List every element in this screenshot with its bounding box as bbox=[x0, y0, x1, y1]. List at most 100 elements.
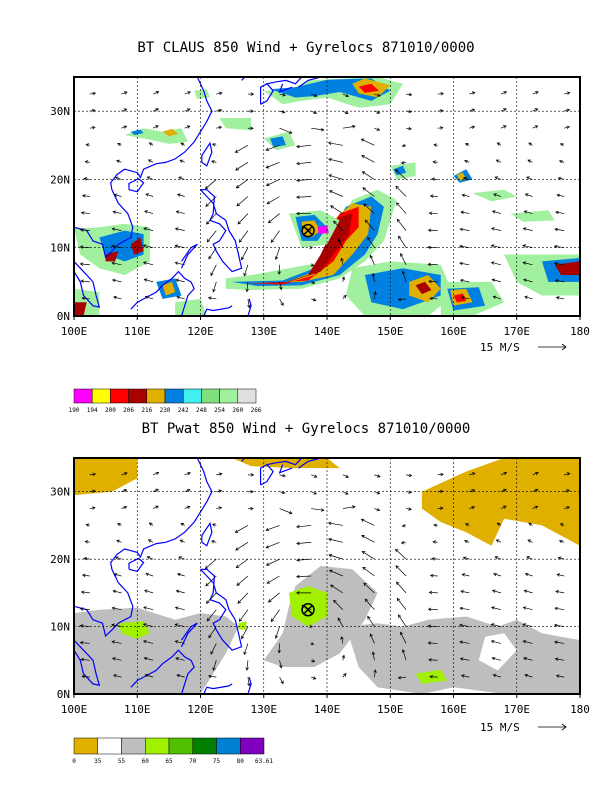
wind-vector bbox=[235, 525, 249, 533]
wind-vector bbox=[216, 109, 222, 112]
wind-vector-head bbox=[400, 252, 404, 257]
wind-vector bbox=[296, 144, 312, 148]
wind-vector bbox=[554, 228, 565, 231]
wind-vector bbox=[556, 574, 565, 577]
wind-vector bbox=[564, 472, 570, 476]
wind-vector-head bbox=[235, 185, 240, 189]
wind-vector bbox=[493, 573, 502, 577]
wind-vector bbox=[275, 626, 280, 639]
wind-vector-head bbox=[212, 288, 216, 293]
wind-vector-head bbox=[429, 296, 433, 301]
wind-vector bbox=[113, 296, 122, 300]
wind-vector bbox=[400, 253, 407, 265]
wind-vector bbox=[395, 185, 407, 197]
wind-vector bbox=[266, 575, 280, 584]
wind-vector bbox=[279, 676, 284, 684]
wind-vector bbox=[555, 279, 565, 283]
coastline bbox=[298, 77, 327, 88]
wind-vector bbox=[363, 582, 375, 594]
wind-vector-head bbox=[206, 238, 211, 243]
wind-vector bbox=[460, 228, 470, 231]
wind-vector-head bbox=[367, 615, 371, 620]
wind-vector bbox=[523, 262, 533, 266]
wind-vector bbox=[80, 608, 90, 611]
wind-vector-head bbox=[363, 203, 367, 207]
wind-vector-head bbox=[311, 659, 316, 663]
coastline bbox=[201, 141, 213, 167]
wind-vector bbox=[236, 575, 249, 586]
wind-vector-head bbox=[471, 489, 476, 493]
wind-vector bbox=[532, 489, 538, 493]
wind-vector-head bbox=[328, 157, 332, 162]
wind-vector bbox=[177, 573, 185, 577]
wind-vector-head bbox=[494, 176, 499, 180]
wind-vector-head bbox=[155, 505, 159, 509]
wind-vector bbox=[85, 541, 90, 543]
wind-vectors bbox=[79, 471, 571, 687]
wind-vector-head bbox=[144, 673, 149, 678]
colorbar-label: 194 bbox=[87, 407, 98, 414]
bottom-chart-title: BT Pwat 850 Wind + Gyrelocs 871010/0000 bbox=[141, 421, 471, 437]
wind-vector bbox=[374, 291, 376, 299]
wind-vector-head bbox=[218, 472, 223, 476]
wind-vector bbox=[396, 219, 407, 231]
wind-vector-head bbox=[92, 472, 97, 477]
wind-vector bbox=[81, 591, 90, 594]
colorbar-label: 200 bbox=[105, 407, 116, 414]
wind-vector bbox=[143, 244, 154, 249]
wind-vector bbox=[532, 505, 538, 509]
wind-vector bbox=[175, 262, 185, 266]
wind-vector-head bbox=[361, 171, 366, 175]
y-tick-label: 30N bbox=[50, 486, 70, 499]
wind-vector-head bbox=[340, 257, 344, 262]
wind-vector-head bbox=[376, 110, 381, 114]
wind-vector-head bbox=[534, 108, 539, 112]
wind-vector-head bbox=[187, 91, 191, 95]
wind-vector bbox=[266, 179, 280, 186]
wind-vector bbox=[175, 607, 185, 611]
wind-vector bbox=[210, 643, 217, 655]
wind-vector bbox=[431, 178, 438, 180]
wind-vector bbox=[398, 614, 407, 627]
wind-vector bbox=[555, 590, 565, 594]
wind-vector-head bbox=[401, 143, 406, 148]
wind-vector-head bbox=[80, 657, 84, 662]
wind-vector-head bbox=[180, 142, 185, 146]
wind-vector bbox=[247, 298, 250, 308]
wind-vector-head bbox=[281, 490, 286, 495]
wind-vector-head bbox=[218, 125, 223, 130]
wind-vector bbox=[121, 472, 128, 476]
gyre-location-icon bbox=[301, 223, 315, 238]
wind-vector bbox=[374, 93, 381, 97]
wind-vector-head bbox=[352, 505, 356, 509]
wind-vector bbox=[265, 144, 280, 151]
wind-vector-head bbox=[309, 245, 313, 250]
wind-vector bbox=[459, 262, 470, 266]
wind-vector-head bbox=[461, 573, 466, 577]
wind-vector-head bbox=[142, 261, 147, 265]
wind-vector bbox=[362, 171, 375, 180]
wind-vector-head bbox=[310, 263, 315, 267]
wind-vector bbox=[152, 505, 159, 509]
wind-vector-head bbox=[459, 227, 464, 232]
wind-vector bbox=[82, 297, 90, 300]
wind-vector-head bbox=[176, 295, 180, 300]
wind-vector-head bbox=[333, 599, 337, 604]
wind-vector-head bbox=[361, 535, 365, 539]
wind-vector-head bbox=[148, 522, 153, 526]
wind-vector bbox=[205, 575, 217, 587]
wind-vector-head bbox=[400, 631, 404, 636]
wind-vector bbox=[469, 472, 475, 476]
wind-vector-head bbox=[427, 641, 432, 645]
wind-vector bbox=[428, 246, 438, 249]
wind-vector bbox=[493, 674, 502, 678]
wind-vector bbox=[329, 569, 343, 577]
wind-vector-head bbox=[178, 556, 182, 560]
wind-vector-head bbox=[84, 540, 89, 544]
wind-vector-head bbox=[360, 138, 365, 142]
wind-vector-head bbox=[433, 523, 437, 527]
field-shape bbox=[162, 281, 176, 296]
wind-vector-head bbox=[210, 651, 214, 655]
wind-vector-head bbox=[266, 580, 271, 584]
